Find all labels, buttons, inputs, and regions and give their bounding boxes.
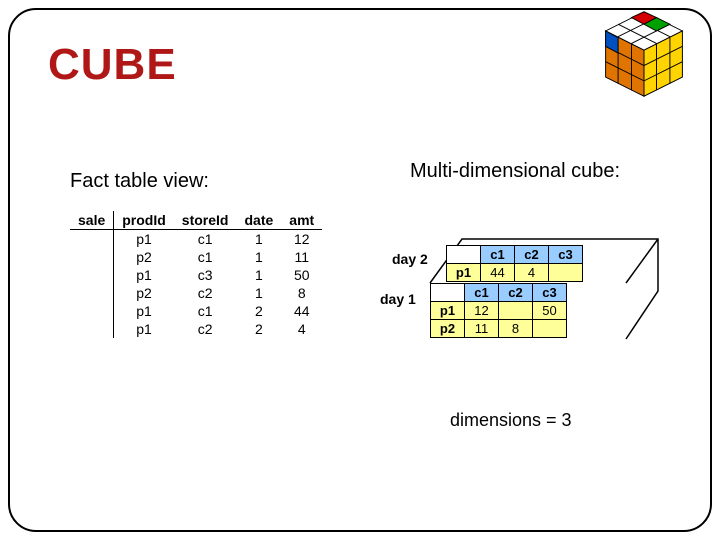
fact-col-amt: amt [281,211,322,230]
fact-cell: 44 [281,302,322,320]
fact-cell: p1 [114,266,174,284]
fact-cell: p2 [114,248,174,266]
fact-cell: p2 [114,284,174,302]
fact-table: sale prodId storeId date amt p1c1112p2c1… [70,211,322,338]
fact-cell: 50 [281,266,322,284]
fact-cell: c2 [174,284,237,302]
day2-cell: 4 [515,264,549,282]
day2-cell [549,264,583,282]
fact-table-section: Fact table view: sale prodId storeId dat… [70,170,350,338]
slide-title: CUBE [48,40,177,90]
fact-col-sale: sale [70,211,114,230]
cube-section: Multi-dimensional cube: day 2 day 1 c1 c… [400,160,700,371]
fact-cell [70,284,114,302]
day1-cell: 12 [465,302,499,320]
day1-cell: 11 [465,320,499,338]
day2-col-c1: c1 [481,246,515,264]
fact-table-heading: Fact table view: [70,170,350,193]
fact-cell: p1 [114,230,174,249]
day1-cell [533,320,567,338]
fact-cell [70,266,114,284]
day1-row-p2: p2 [431,320,465,338]
cube-slice-day1: c1 c2 c3 p1 12 50 p2 11 8 [430,283,567,338]
fact-cell: c1 [174,230,237,249]
fact-cell: 1 [236,266,281,284]
day1-cell: 50 [533,302,567,320]
day2-corner [447,246,481,264]
slide-frame: CUBE [8,8,712,532]
fact-cell [70,230,114,249]
fact-col-prodid: prodId [114,211,174,230]
fact-cell: 4 [281,320,322,338]
fact-col-date: date [236,211,281,230]
fact-cell: p1 [114,320,174,338]
fact-cell [70,302,114,320]
rubiks-cube-icon [596,6,692,102]
fact-cell: 8 [281,284,322,302]
fact-cell: c1 [174,248,237,266]
day1-corner [431,284,465,302]
fact-cell: 2 [236,320,281,338]
day1-row-p1: p1 [431,302,465,320]
fact-cell: 11 [281,248,322,266]
day1-col-c2: c2 [499,284,533,302]
fact-cell: 1 [236,284,281,302]
day2-row-p1: p1 [447,264,481,282]
fact-cell: c3 [174,266,237,284]
day1-col-c3: c3 [533,284,567,302]
cube-diagram: day 2 day 1 c1 c2 c3 p1 44 4 [400,211,680,371]
fact-col-storeid: storeId [174,211,237,230]
day2-cell: 44 [481,264,515,282]
cube-slice-day2: c1 c2 c3 p1 44 4 [446,245,583,282]
day2-label: day 2 [392,251,428,267]
fact-cell: c2 [174,320,237,338]
day1-col-c1: c1 [465,284,499,302]
dimensions-note: dimensions = 3 [450,410,572,431]
day2-col-c2: c2 [515,246,549,264]
fact-cell [70,320,114,338]
day1-label: day 1 [380,291,416,307]
fact-cell: c1 [174,302,237,320]
fact-cell [70,248,114,266]
fact-cell: 12 [281,230,322,249]
fact-cell: 2 [236,302,281,320]
day2-col-c3: c3 [549,246,583,264]
fact-cell: p1 [114,302,174,320]
fact-cell: 1 [236,230,281,249]
day1-cell: 8 [499,320,533,338]
cube-heading: Multi-dimensional cube: [410,160,700,183]
day1-cell [499,302,533,320]
fact-cell: 1 [236,248,281,266]
